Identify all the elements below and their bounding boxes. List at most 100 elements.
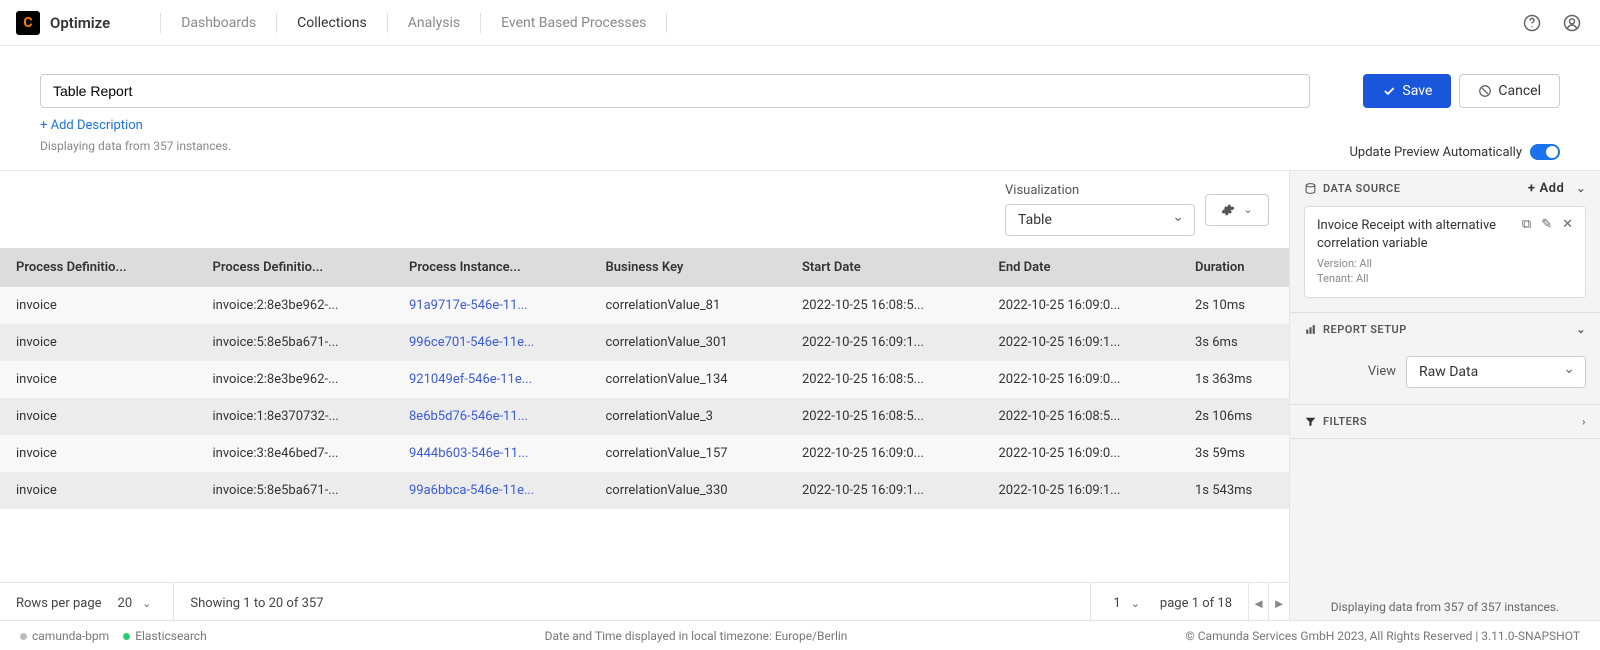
user-icon[interactable] [1560,11,1584,35]
visualization-select[interactable]: Table [1005,204,1195,236]
edit-icon[interactable]: ✎ [1541,217,1552,232]
chevron-down-icon: ⌄ [1243,203,1252,216]
filters-label: FILTERS [1323,415,1367,428]
nav-dashboards[interactable]: Dashboards [181,15,256,31]
nav-divider [387,13,388,33]
report-setup-label: REPORT SETUP [1323,323,1407,336]
status-bar: camunda-bpm Elasticsearch Date and Time … [0,620,1600,650]
chevron-down-icon: ⌄ [1131,597,1140,610]
col-header[interactable]: Process Definitio... [197,248,394,287]
table-cell: 2s 106ms [1179,398,1289,435]
visualization-value: Table [1018,212,1052,228]
table-cell: invoice [0,361,197,398]
table-cell: 2022-10-25 16:09:0... [983,287,1180,324]
data-source-label: DATA SOURCE [1323,182,1400,195]
col-header[interactable]: Process Definitio... [0,248,197,287]
col-header[interactable]: Business Key [590,248,787,287]
col-header[interactable]: Start Date [786,248,983,287]
chevron-down-icon: ⌄ [142,597,151,610]
table-cell: 2022-10-25 16:09:1... [983,472,1180,509]
table-cell: 2022-10-25 16:09:0... [983,361,1180,398]
chevron-right-icon[interactable]: › [1582,415,1586,428]
top-nav: C Optimize Dashboards Collections Analys… [0,0,1600,46]
close-icon[interactable]: ✕ [1562,217,1573,232]
page-select[interactable]: 1 ⌄ [1107,596,1146,611]
table-cell: correlationValue_134 [590,361,787,398]
table-cell: 3s 59ms [1179,435,1289,472]
table-cell: 2022-10-25 16:08:5... [786,287,983,324]
table-cell: invoice:2:8e3be962-... [197,361,394,398]
prev-page-button[interactable]: ◄ [1249,583,1269,624]
table-cell: invoice:2:8e3be962-... [197,287,394,324]
chevron-down-icon[interactable]: ⌄ [1576,323,1586,336]
pagination: Rows per page 20 ⌄ Showing 1 to 20 of 35… [0,582,1289,624]
table-cell: 2022-10-25 16:09:1... [786,472,983,509]
table-row[interactable]: invoiceinvoice:2:8e3be962-...921049ef-54… [0,361,1289,398]
table-cell: 921049ef-546e-11e... [393,361,590,398]
cancel-button[interactable]: Cancel [1459,74,1560,108]
ds-tenant: Tenant: All [1317,271,1573,286]
view-select[interactable]: Raw Data [1406,356,1586,388]
help-icon[interactable] [1520,11,1544,35]
update-preview-toggle[interactable] [1530,144,1560,160]
chevron-down-icon[interactable]: ⌄ [1576,182,1586,195]
update-preview-label: Update Preview Automatically [1350,145,1523,160]
nav-divider [276,13,277,33]
table-cell: 99a6bbca-546e-11e... [393,472,590,509]
table-cell: invoice [0,435,197,472]
table-cell: 2022-10-25 16:08:5... [983,398,1180,435]
rows-per-page-select[interactable]: 20 ⌄ [112,596,158,611]
next-page-button[interactable]: ► [1269,583,1289,624]
add-description-link[interactable]: + Add Description [40,118,1310,133]
nav-divider [160,13,161,33]
table-cell: correlationValue_3 [590,398,787,435]
status-copyright: © Camunda Services GmbH 2023, All Rights… [1185,629,1580,643]
table-cell: 996ce701-546e-11e... [393,324,590,361]
table-cell: 2022-10-25 16:09:1... [786,324,983,361]
table-cell: invoice [0,324,197,361]
view-label: View [1368,364,1396,379]
table-cell: correlationValue_157 [590,435,787,472]
right-panel-footer: Displaying data from 357 of 357 instance… [1290,590,1600,624]
data-source-card: ⧉ ✎ ✕ Invoice Receipt with alternative c… [1304,206,1586,298]
table-row[interactable]: invoiceinvoice:5:8e5ba671-...996ce701-54… [0,324,1289,361]
table-row[interactable]: invoiceinvoice:5:8e5ba671-...99a6bbca-54… [0,472,1289,509]
visualization-label: Visualization [1005,183,1195,198]
showing-text: Showing 1 to 20 of 357 [190,596,323,611]
table-row[interactable]: invoiceinvoice:1:8e370732-...8e6b5d76-54… [0,398,1289,435]
copy-icon[interactable]: ⧉ [1522,217,1531,232]
report-title-input[interactable] [40,74,1310,108]
left-pane: Visualization Table ⌄ Process Definitio.… [0,171,1290,624]
table-cell: 2022-10-25 16:08:5... [786,398,983,435]
status-dot-camunda [20,633,27,640]
col-header[interactable]: Duration [1179,248,1289,287]
table-row[interactable]: invoiceinvoice:3:8e46bed7-...9444b603-54… [0,435,1289,472]
table-cell: 2s 10ms [1179,287,1289,324]
toolbar: + Add Description Displaying data from 3… [0,46,1600,170]
add-data-source-button[interactable]: + Add [1528,181,1564,196]
nav-divider [480,13,481,33]
table-cell: invoice [0,398,197,435]
col-header[interactable]: Process Instance... [393,248,590,287]
table-cell: correlationValue_81 [590,287,787,324]
table-cell: 9444b603-546e-11... [393,435,590,472]
table-cell: invoice:1:8e370732-... [197,398,394,435]
nav-event-based[interactable]: Event Based Processes [501,15,646,31]
table-row[interactable]: invoiceinvoice:2:8e3be962-...91a9717e-54… [0,287,1289,324]
nav-divider [666,13,667,33]
main: Visualization Table ⌄ Process Definitio.… [0,170,1600,624]
table-cell: 1s 543ms [1179,472,1289,509]
status-timezone: Date and Time displayed in local timezon… [207,629,1186,643]
settings-button[interactable]: ⌄ [1205,194,1269,226]
nav-analysis[interactable]: Analysis [408,15,460,31]
save-button[interactable]: Save [1363,74,1451,108]
table-cell: 8e6b5d76-546e-11... [393,398,590,435]
table-cell: 2022-10-25 16:09:0... [786,435,983,472]
nav-collections[interactable]: Collections [297,15,367,31]
status-camunda: camunda-bpm [32,629,109,643]
table-cell: invoice:5:8e5ba671-... [197,324,394,361]
table-cell: correlationValue_301 [590,324,787,361]
col-header[interactable]: End Date [983,248,1180,287]
table-cell: 1s 363ms [1179,361,1289,398]
table-cell: 91a9717e-546e-11... [393,287,590,324]
